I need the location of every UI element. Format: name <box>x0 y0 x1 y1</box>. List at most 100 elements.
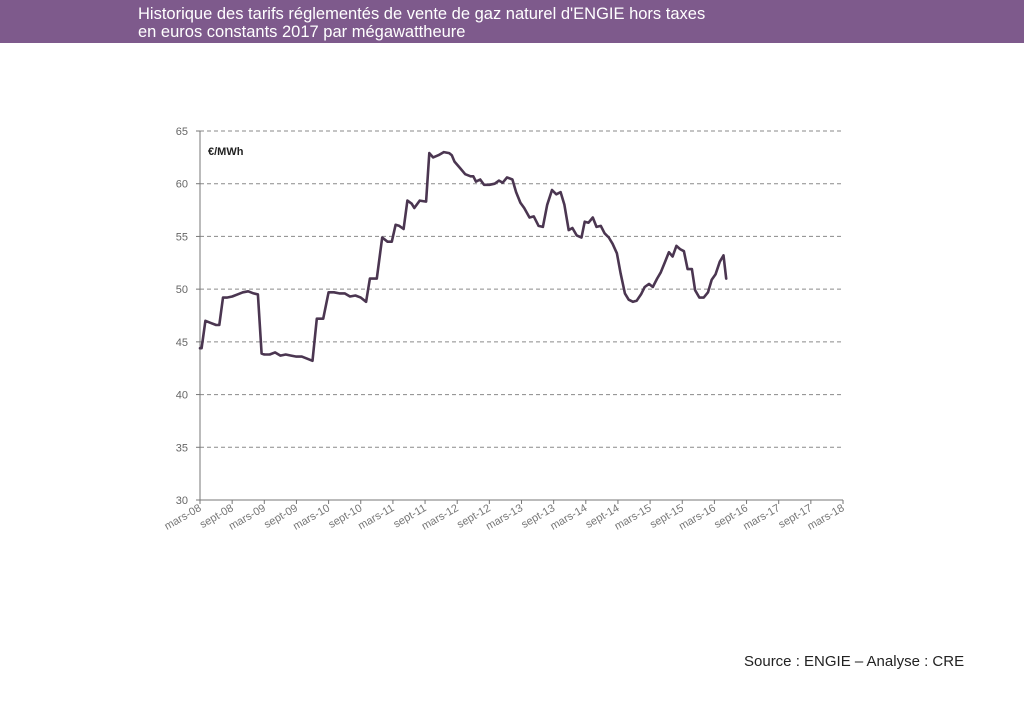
data-point <box>519 202 522 204</box>
data-point <box>679 248 681 250</box>
source-note: Source : ENGIE – Analyse : CRE <box>744 653 965 670</box>
data-point <box>411 203 413 205</box>
data-point <box>222 297 224 299</box>
x-tick-label: mars-12 <box>420 502 461 533</box>
data-point <box>459 167 461 169</box>
data-point <box>652 286 654 288</box>
data-point <box>376 278 378 280</box>
data-point <box>274 351 276 353</box>
data-point <box>580 236 583 239</box>
data-point <box>636 300 638 302</box>
data-point <box>398 225 400 227</box>
y-tick-label: 60 <box>176 179 188 191</box>
data-point <box>571 227 574 229</box>
data-point <box>494 183 496 185</box>
data-point <box>511 178 513 181</box>
data-point <box>333 291 335 293</box>
data-point <box>395 224 397 226</box>
data-point <box>703 297 705 299</box>
data-point <box>428 152 430 154</box>
data-point <box>475 181 477 183</box>
data-point <box>546 204 548 206</box>
data-point <box>406 200 408 202</box>
data-point <box>451 154 453 156</box>
data-point <box>683 250 685 252</box>
data-point <box>354 294 356 297</box>
x-tick-label: mars-09 <box>227 502 268 533</box>
data-point <box>707 291 709 293</box>
x-tick-label: mars-13 <box>484 502 525 533</box>
y-tick-label: 50 <box>176 284 188 296</box>
data-point <box>608 236 610 239</box>
data-point <box>687 268 689 270</box>
data-point <box>612 243 614 245</box>
data-point <box>523 207 525 209</box>
data-point <box>628 299 630 301</box>
data-point <box>664 261 666 263</box>
data-point <box>226 297 228 299</box>
data-point <box>391 241 393 243</box>
data-point <box>322 318 324 320</box>
data-point <box>560 191 562 193</box>
data-point <box>595 226 598 228</box>
grid-lines <box>200 130 843 448</box>
data-point <box>620 272 622 274</box>
data-point <box>568 229 570 231</box>
data-point <box>472 175 474 177</box>
data-point <box>338 292 340 294</box>
data-point <box>528 216 531 219</box>
data-point <box>316 318 318 320</box>
data-point <box>498 180 500 182</box>
data-point <box>668 251 670 253</box>
data-point <box>644 286 646 288</box>
data-point <box>616 252 618 254</box>
data-point <box>551 189 553 191</box>
unit-label: €/MWh <box>208 146 244 158</box>
data-point <box>263 353 265 356</box>
data-point <box>624 292 626 294</box>
data-point <box>694 289 696 291</box>
data-point <box>290 355 292 357</box>
data-point <box>242 291 244 293</box>
y-tick-label: 45 <box>176 337 188 349</box>
x-tick-label: mars-14 <box>548 502 589 533</box>
data-point <box>675 245 678 247</box>
x-tick-label: mars-10 <box>291 502 332 533</box>
x-tick-label: mars-11 <box>356 502 396 532</box>
data-point <box>201 347 203 349</box>
data-point <box>443 151 445 153</box>
data-point <box>386 241 389 243</box>
data-point <box>279 355 281 357</box>
data-point <box>306 358 308 360</box>
data-point <box>502 182 504 184</box>
data-point <box>269 353 271 356</box>
data-point <box>672 255 674 258</box>
data-point <box>648 283 650 285</box>
data-point <box>295 356 297 358</box>
data-point <box>301 356 303 358</box>
data-point <box>584 221 586 223</box>
data-point <box>711 279 713 281</box>
data-point <box>587 222 590 224</box>
data-point <box>563 204 566 206</box>
data-point <box>506 176 508 178</box>
data-point <box>403 228 405 230</box>
data-point <box>488 184 490 186</box>
data-point <box>604 232 606 234</box>
data-point <box>328 291 330 293</box>
axes: 3035404550556065mars-08sept-08mars-09sep… <box>163 126 847 533</box>
data-point <box>479 178 481 181</box>
x-tick-label: mars-18 <box>806 502 847 533</box>
series <box>198 150 728 363</box>
data-point <box>576 234 578 236</box>
title-line-1: Historique des tarifs réglementés de ven… <box>138 5 706 23</box>
y-tick-label: 40 <box>176 390 188 402</box>
data-point <box>369 278 371 280</box>
data-point <box>236 293 239 295</box>
title-line-2: en euros constants 2017 par mégawattheur… <box>138 23 466 41</box>
data-point <box>714 273 717 275</box>
data-point <box>257 293 259 295</box>
data-point <box>199 347 201 349</box>
data-point <box>470 175 472 177</box>
